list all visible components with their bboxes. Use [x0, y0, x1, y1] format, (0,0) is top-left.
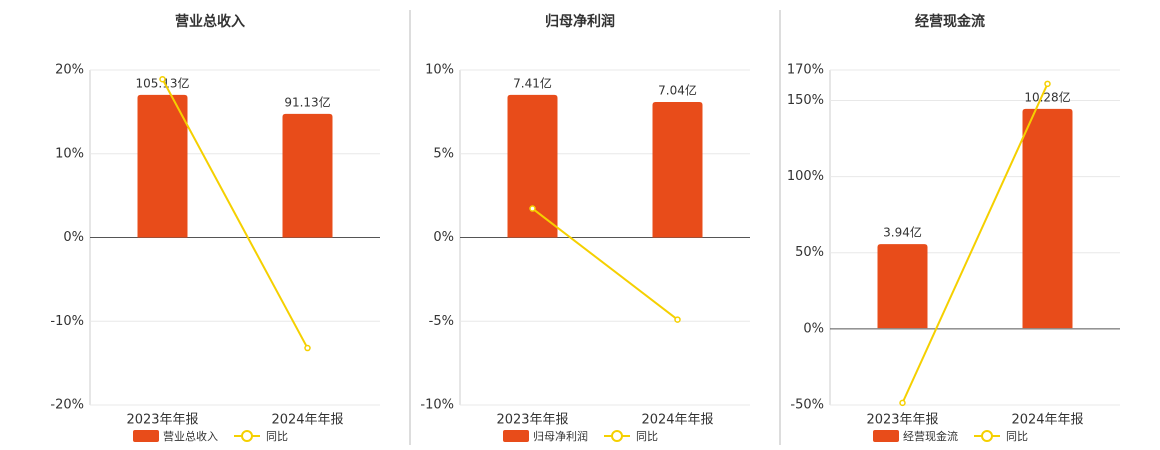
value-label: 91.13亿 — [284, 94, 330, 109]
y-tick-label: 50% — [795, 245, 824, 260]
legend-swatch — [981, 430, 993, 442]
bar — [1022, 108, 1073, 329]
marker — [674, 316, 681, 323]
marker — [529, 205, 536, 212]
chart-title: 经营现金流 — [915, 13, 985, 30]
y-tick-label: 0% — [63, 230, 84, 245]
y-tick-label: 0% — [803, 321, 824, 336]
value-label: 3.94亿 — [883, 225, 922, 240]
legend-swatch — [611, 430, 623, 442]
marker — [1044, 80, 1051, 88]
legend-label: 同比 — [636, 430, 658, 443]
x-tick-label: 2023年年报 — [866, 413, 938, 428]
value-label: 105.13亿 — [136, 75, 190, 90]
line — [901, 83, 1049, 404]
chart-title: 营业总收入 — [175, 13, 245, 30]
y-tick-label: 10% — [55, 146, 84, 161]
value-label: 10.28亿 — [1024, 89, 1070, 104]
bar — [877, 244, 928, 329]
y-tick-label: -10% — [420, 398, 454, 413]
bar — [137, 94, 188, 238]
legend-label: 营业总收入 — [163, 429, 218, 443]
legend-label: 同比 — [266, 430, 288, 443]
y-tick-label: 20% — [55, 63, 84, 78]
line — [531, 207, 679, 321]
x-tick-label: 2024年年报 — [641, 413, 713, 428]
marker — [899, 399, 906, 407]
x-tick-label: 2024年年报 — [271, 413, 343, 428]
y-tick-label: 170% — [787, 63, 824, 78]
legend-label: 归母净利润 — [533, 429, 588, 443]
y-tick-label: 10% — [425, 63, 454, 78]
y-tick-label: -20% — [50, 398, 84, 413]
legend-label: 经营现金流 — [903, 429, 958, 443]
legend-swatch — [133, 430, 159, 442]
y-tick-label: 5% — [433, 146, 454, 161]
bar — [507, 94, 558, 238]
legend-swatch — [873, 430, 899, 442]
legend-swatch — [241, 430, 253, 442]
x-tick-label: 2023年年报 — [496, 413, 568, 428]
y-tick-label: 0% — [433, 230, 454, 245]
marker — [304, 344, 311, 352]
x-tick-label: 2024年年报 — [1011, 413, 1083, 428]
y-tick-label: -50% — [790, 398, 824, 413]
bar — [652, 101, 703, 238]
y-tick-label: -5% — [429, 314, 454, 329]
chart-title: 归母净利润 — [545, 13, 615, 30]
marker — [159, 75, 166, 83]
y-tick-label: -10% — [50, 314, 84, 329]
line — [161, 78, 309, 349]
legend-swatch — [503, 430, 529, 442]
legend-label: 同比 — [1006, 430, 1028, 443]
value-label: 7.41亿 — [513, 75, 552, 90]
y-tick-label: 100% — [787, 169, 824, 184]
value-label: 7.04亿 — [658, 82, 697, 97]
x-tick-label: 2023年年报 — [126, 413, 198, 428]
bar — [282, 113, 333, 238]
y-tick-label: 150% — [787, 93, 824, 108]
